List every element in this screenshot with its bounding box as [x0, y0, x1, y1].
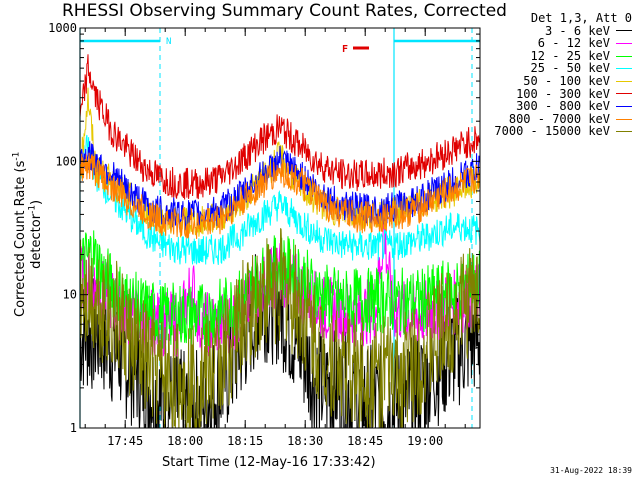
legend-entry-label: 12 - 25 keV — [530, 48, 610, 63]
x-tick-label-1830: 18:30 — [287, 434, 323, 448]
legend-swatch — [616, 42, 632, 44]
y-tick-label-1: 1 — [70, 421, 77, 435]
legend-swatch — [616, 131, 632, 133]
legend-title: Det 1,3, Att 0 — [530, 11, 632, 25]
legend-entry-label: 100 - 300 keV — [516, 86, 610, 101]
legend-entry-label: 300 - 800 keV — [516, 99, 610, 114]
legend-entry-label: 6 - 12 keV — [537, 36, 610, 51]
legend-entry: 800 - 7000 keV — [486, 113, 636, 126]
legend-entry: 100 - 300 keV — [486, 86, 636, 101]
y-tick-label-1000: 1000 — [48, 21, 77, 35]
legend-swatch — [616, 68, 632, 70]
legend-entry: 300 - 800 keV — [486, 100, 636, 113]
legend-entry-label: 3 - 6 keV — [544, 23, 610, 38]
x-tick-label-1745: 17:45 — [107, 434, 143, 448]
night-flag-label: N — [166, 37, 171, 47]
legend-swatch — [616, 55, 632, 57]
legend-entry: 25 - 50 keV — [486, 62, 636, 75]
x-tick-label-1800: 18:00 — [167, 434, 203, 448]
y-axis-label: Corrected Count Rate (s-1 detector-1) — [11, 151, 45, 317]
generation-timestamp: 31-Aug-2022 18:39 — [550, 466, 632, 475]
x-tick-label-1845: 18:45 — [347, 434, 383, 448]
legend-entry: 3 - 6 keV — [486, 23, 636, 38]
legend-entry: 7000 - 15000 keV — [486, 125, 636, 138]
flare-flag-label: F — [342, 44, 348, 55]
legend-entry-label: 50 - 100 keV — [523, 73, 610, 88]
series-25-50keV-line — [80, 134, 480, 265]
chart-title: RHESSI Observing Summary Count Rates, Co… — [62, 1, 507, 21]
legend-swatch — [616, 93, 632, 95]
x-tick-label-1900: 19:00 — [407, 434, 443, 448]
legend-entry: 50 - 100 keV — [486, 75, 636, 88]
legend-entry-label: 800 - 7000 keV — [508, 111, 610, 126]
legend-entry-label: 7000 - 15000 keV — [494, 124, 610, 139]
series-group — [80, 54, 480, 428]
legend-entry: 6 - 12 keV — [486, 37, 636, 50]
legend-swatch — [616, 30, 632, 32]
x-axis-label: Start Time (12-May-16 17:33:42) — [162, 455, 376, 470]
legend-swatch — [616, 118, 632, 120]
y-tick-label-100: 100 — [55, 154, 77, 168]
series-300-800keV-line — [80, 141, 480, 231]
series-800-7000keV-line — [80, 152, 480, 240]
y-tick-label-10: 10 — [63, 288, 77, 302]
legend-entry: 12 - 25 keV — [486, 50, 636, 63]
x-tick-label-1815: 18:15 — [227, 434, 263, 448]
series-7000-15000keV-line — [80, 228, 480, 428]
series-100-300keV-line — [80, 54, 480, 200]
legend-swatch — [616, 80, 632, 82]
legend-entry-label: 25 - 50 keV — [530, 61, 610, 76]
plot-frame — [79, 27, 481, 429]
legend-swatch — [616, 105, 632, 107]
legend: Det 1,3, Att 0 3 - 6 keV 6 - 12 keV 12 - 2… — [486, 12, 636, 138]
